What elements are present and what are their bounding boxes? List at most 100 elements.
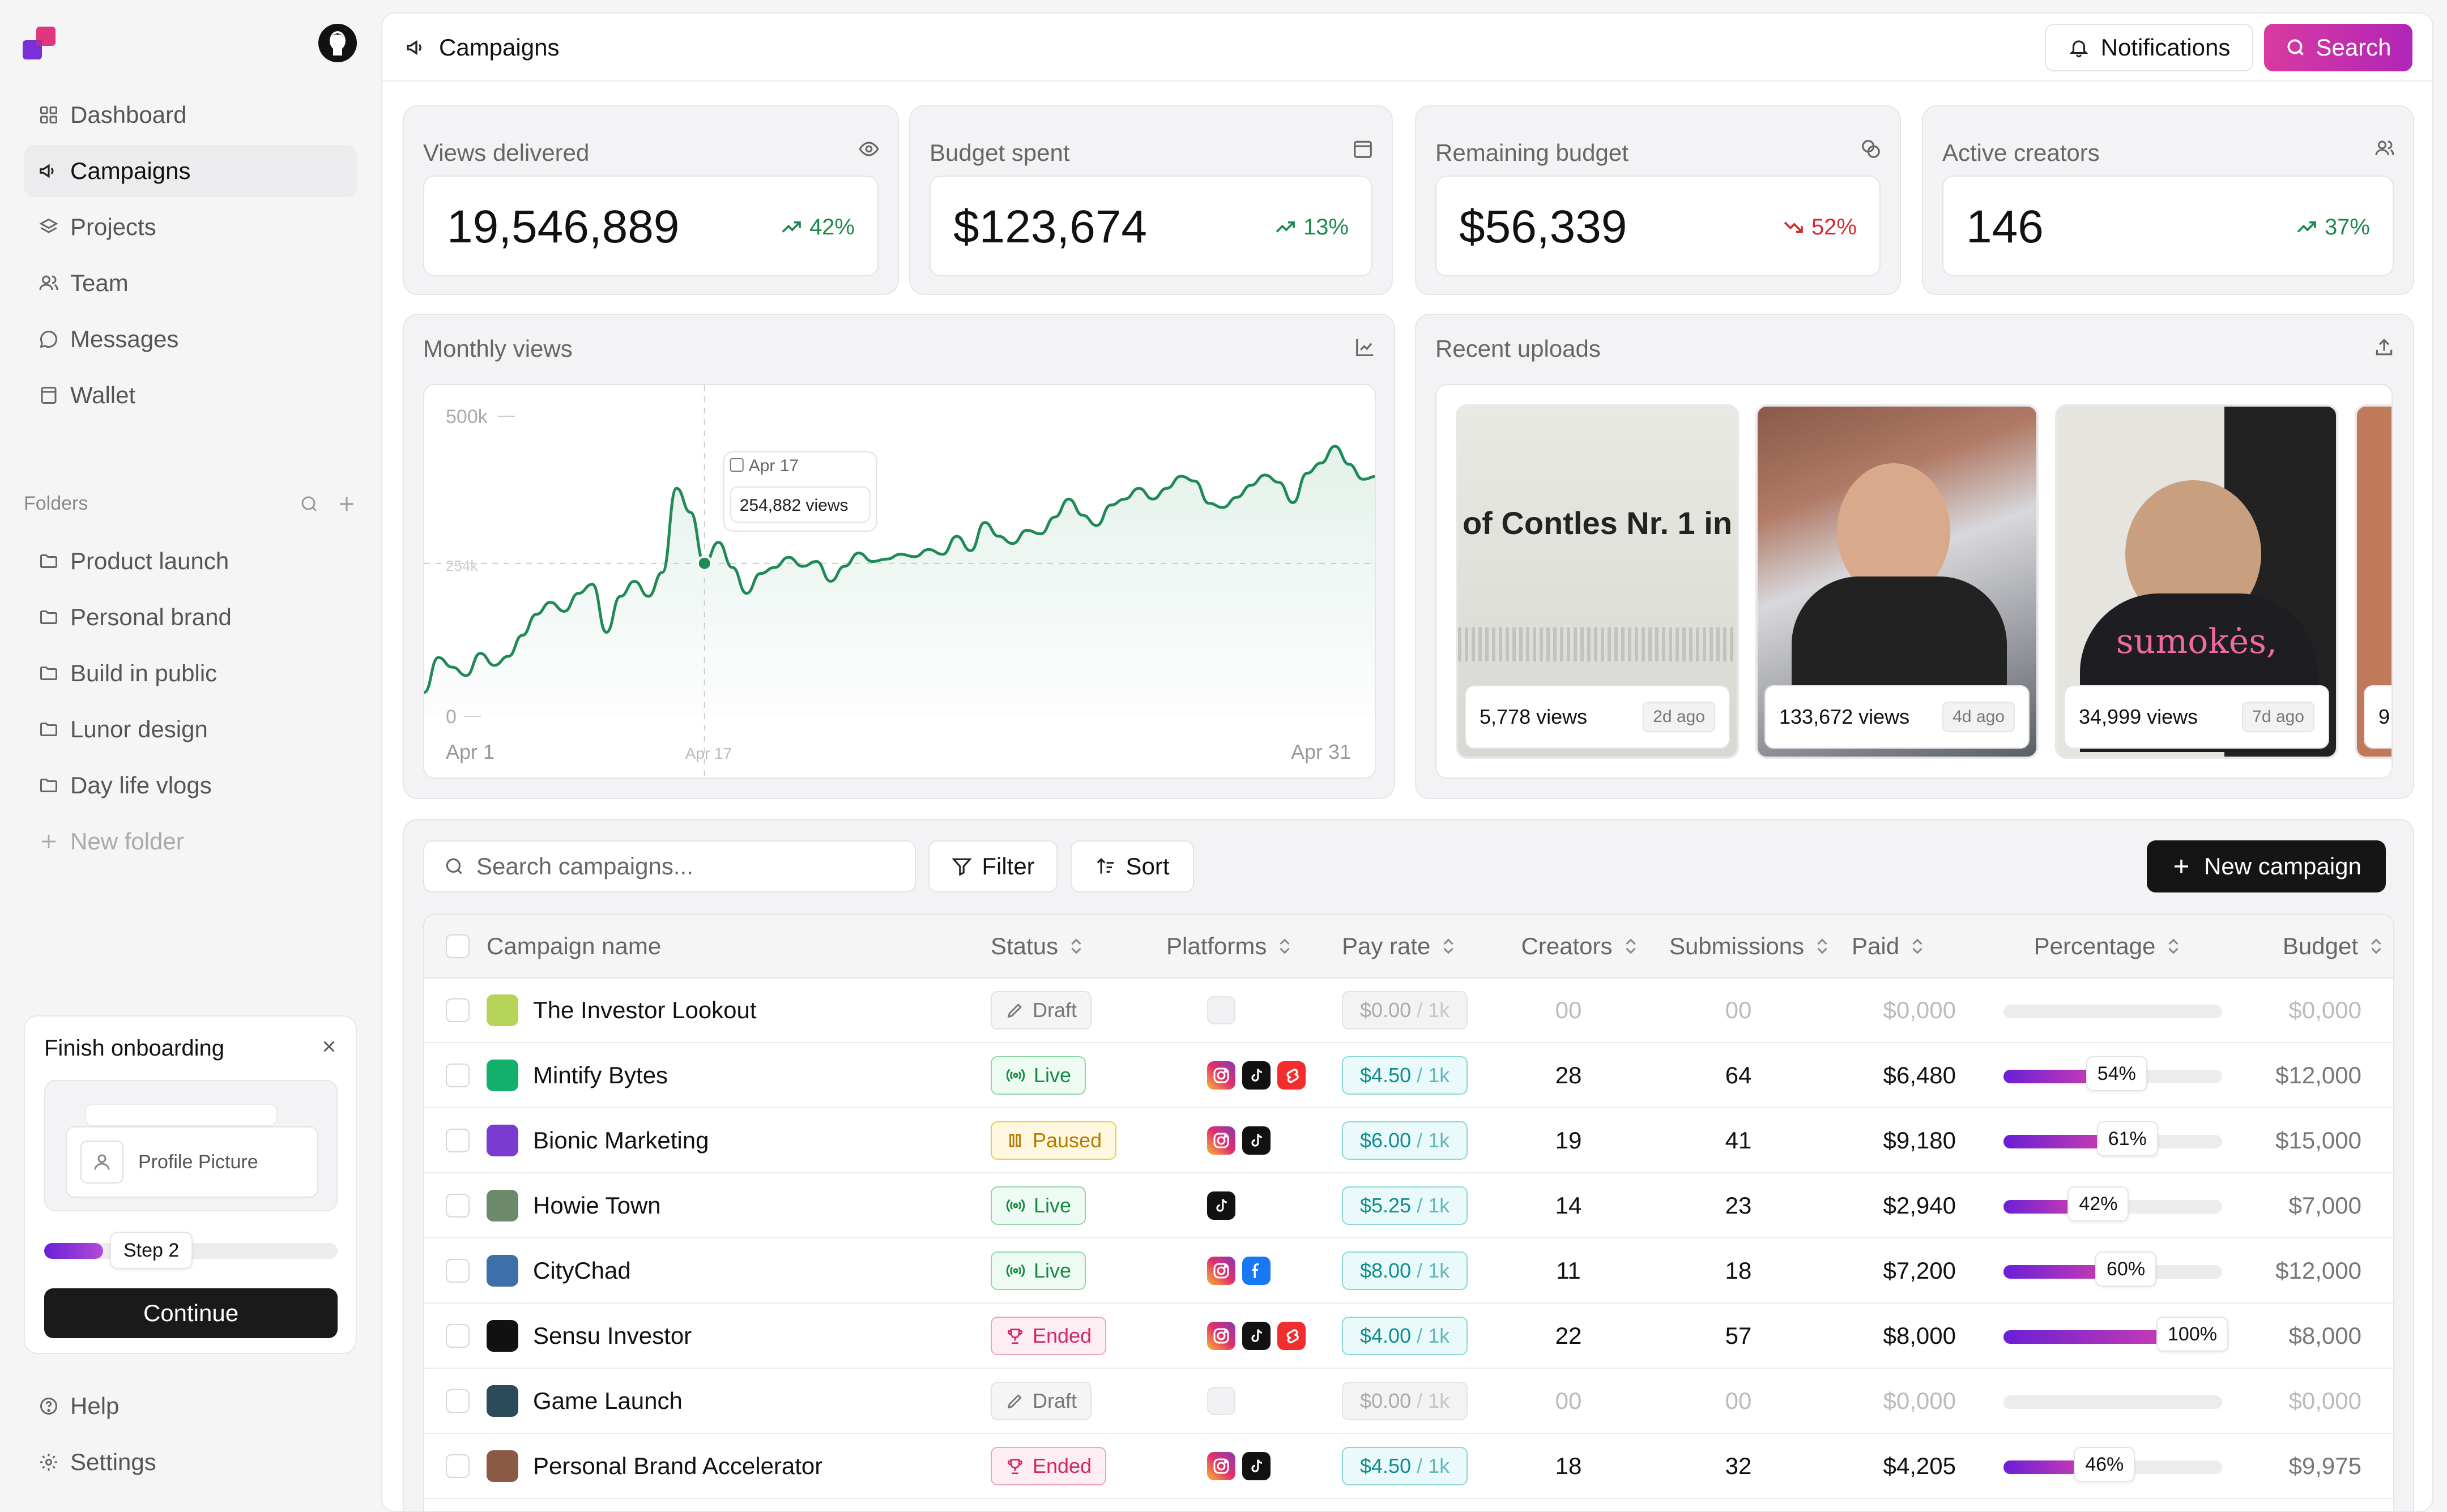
table-row[interactable]: The Investor Lookout Draft $0.00/ 1k 00 00 $0… xyxy=(424,979,2393,1043)
folder-item[interactable]: Build in public xyxy=(24,647,357,699)
creators-cell: 11 xyxy=(1556,1257,1581,1284)
search-button[interactable]: Search xyxy=(2264,24,2412,71)
new-campaign-button[interactable]: New campaign xyxy=(2147,840,2386,892)
sidebar-item-messages[interactable]: Messages xyxy=(24,313,357,365)
row-checkbox[interactable] xyxy=(446,1063,470,1087)
sort-button[interactable]: Sort xyxy=(1071,840,1194,892)
brand-logo[interactable] xyxy=(23,27,57,61)
status-cell: Ended xyxy=(991,1304,1107,1368)
dashboard-icon xyxy=(37,104,60,126)
pay-rate-cell: $0.00/ 1k xyxy=(1342,1369,1468,1433)
upload-thumbnail[interactable]: sumokės, 34,999 views 7d ago xyxy=(2055,404,2338,759)
no-platform-placeholder xyxy=(1207,1387,1235,1415)
folder-item[interactable]: Day life vlogs xyxy=(24,759,357,811)
table-row[interactable]: Howie Town Live $5.25/ 1k 14 23 $2,940 42% $7,0… xyxy=(424,1174,2393,1238)
sort-icon xyxy=(1095,856,1116,877)
column-header-status[interactable]: Status xyxy=(991,915,1161,977)
sidebar-item-campaigns[interactable]: Campaigns xyxy=(24,145,357,197)
column-header-submissions[interactable]: Submissions xyxy=(1648,915,1852,977)
sidebar-item-projects[interactable]: Projects xyxy=(24,201,357,253)
pay-rate-value: $4.50 xyxy=(1360,1063,1412,1087)
upload-thumbnail[interactable]: of Contles Nr. 1 in 5,778 views 2d ago xyxy=(1456,404,1739,759)
row-checkbox[interactable] xyxy=(446,1194,470,1218)
table-row[interactable]: CityChad Live $8.00/ 1k 11 18 $7,200 60% $12,00… xyxy=(424,1239,2393,1304)
sidebar-item-help[interactable]: Help xyxy=(24,1380,357,1432)
table-row[interactable]: Personal Brand Accelerator Ended $4.50/ 1k… xyxy=(424,1434,2393,1499)
row-checkbox[interactable] xyxy=(446,1324,470,1348)
monthly-views-chart[interactable]: 500k 254k 0 Apr 1 Apr 17 Apr 31 Apr 17 254,882 … xyxy=(423,384,1376,779)
column-header-paid[interactable]: Paid xyxy=(1852,915,1976,977)
upload-icon[interactable] xyxy=(2373,336,2395,358)
search-folders-icon[interactable] xyxy=(299,494,319,514)
table-row[interactable]: Mintify Bytes Live $4.50/ 1k 28 64 $6,480 54% $… xyxy=(424,1044,2393,1108)
column-header-percentage[interactable]: Percentage xyxy=(1989,915,2227,977)
sidebar-item-team[interactable]: Team xyxy=(24,257,357,309)
folder-item[interactable]: Lunor design xyxy=(24,703,357,755)
folders-title: Folders xyxy=(24,493,88,514)
profile-picture-card[interactable]: Profile Picture xyxy=(66,1126,318,1198)
search-icon xyxy=(444,856,465,877)
megaphone-icon xyxy=(405,36,428,59)
select-all-checkbox[interactable] xyxy=(446,934,470,958)
percentage-cell: 60% xyxy=(2003,1239,2230,1302)
upload-thumbnail[interactable]: 133,672 views 4d ago xyxy=(1755,404,2039,759)
campaign-name: The Investor Lookout xyxy=(533,997,757,1023)
user-avatar[interactable] xyxy=(318,24,357,62)
pay-rate-unit: / 1k xyxy=(1417,1454,1450,1477)
column-header-creators[interactable]: Creators xyxy=(1489,915,1670,977)
platforms-cell xyxy=(1207,979,1242,1042)
onboarding-card: Finish onboarding Profile Picture Step 2… xyxy=(24,1015,357,1354)
sidebar-item-dashboard[interactable]: Dashboard xyxy=(24,89,357,141)
folder-item[interactable]: Personal brand xyxy=(24,591,357,643)
thumbnail-blur-text xyxy=(1458,627,1737,661)
kpi-value: 19,546,889 xyxy=(447,201,680,253)
campaign-name: Mintify Bytes xyxy=(533,1062,668,1088)
column-header-budget[interactable]: Budget xyxy=(2237,915,2384,977)
new-folder-button[interactable]: New folder xyxy=(24,815,357,868)
kpi-trend: 37% xyxy=(2295,177,2370,277)
row-checkbox[interactable] xyxy=(446,1129,470,1152)
row-checkbox[interactable] xyxy=(446,998,470,1022)
percentage-cell xyxy=(2003,979,2230,1042)
status-cell: Draft xyxy=(991,1369,1092,1433)
close-icon[interactable] xyxy=(319,1037,339,1056)
row-checkbox[interactable] xyxy=(446,1259,470,1283)
row-checkbox[interactable] xyxy=(446,1454,470,1478)
folder-icon xyxy=(37,662,60,685)
percentage-fill xyxy=(2003,1330,2162,1344)
sidebar-item-wallet[interactable]: Wallet xyxy=(24,369,357,421)
chart-icon[interactable] xyxy=(1354,336,1376,358)
add-folder-icon[interactable] xyxy=(336,494,357,514)
filter-icon xyxy=(951,856,973,877)
folder-item[interactable]: Product launch xyxy=(24,535,357,587)
sidebar: Dashboard Campaigns Projects Team Messages Wa… xyxy=(0,0,377,1512)
continue-button[interactable]: Continue xyxy=(44,1288,338,1338)
column-header-pay-rate[interactable]: Pay rate xyxy=(1342,915,1500,977)
row-checkbox[interactable] xyxy=(446,1389,470,1413)
platforms-cell xyxy=(1207,1044,1312,1107)
plus-icon xyxy=(2171,856,2192,877)
paid-cell: $8,000 xyxy=(1883,1322,1956,1349)
table-row[interactable]: Game Launch Draft $0.00/ 1k 00 00 $0,000 $0,00… xyxy=(424,1369,2393,1434)
table-row[interactable]: Bionic Marketing Paused $6.00/ 1k 19 41 $9,18… xyxy=(424,1109,2393,1173)
kpi-trend: 13% xyxy=(1274,177,1349,277)
broadcast-icon xyxy=(1005,1195,1026,1216)
filter-button[interactable]: Filter xyxy=(928,840,1058,892)
status-cell: Ended xyxy=(991,1434,1107,1498)
status-badge: Ended xyxy=(991,1447,1107,1485)
sidebar-item-settings[interactable]: Settings xyxy=(24,1436,357,1488)
column-header-campaign-name[interactable]: Campaign name xyxy=(487,915,974,977)
notifications-button[interactable]: Notifications xyxy=(2045,24,2253,71)
sort-arrows-icon xyxy=(2165,937,2181,956)
column-header-platforms[interactable]: Platforms xyxy=(1166,915,1342,977)
highlight-point[interactable] xyxy=(696,555,713,571)
percentage-cell: 100% xyxy=(2003,1304,2230,1368)
search-campaigns-input[interactable]: Search campaigns... xyxy=(423,840,916,892)
wallet-icon xyxy=(37,384,60,407)
platforms-cell xyxy=(1207,1434,1277,1498)
trend-up-icon xyxy=(780,216,803,238)
table-row[interactable]: Sensu Investor Ended $4.00/ 1k 22 57 $8,000 10… xyxy=(424,1304,2393,1369)
upload-thumbnail[interactable]: 9 xyxy=(2355,404,2391,759)
budget-cell: $12,000 xyxy=(2275,1062,2361,1088)
campaign-avatar xyxy=(487,994,518,1026)
